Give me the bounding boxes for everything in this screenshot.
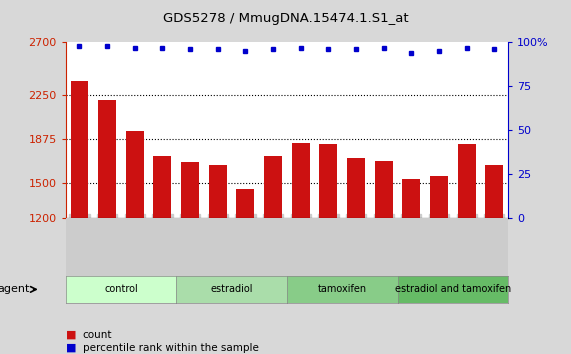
Bar <box>70 81 89 354</box>
Bar <box>458 144 476 354</box>
Bar <box>430 176 448 354</box>
Text: GDS5278 / MmugDNA.15474.1.S1_at: GDS5278 / MmugDNA.15474.1.S1_at <box>163 12 408 25</box>
Text: tamoxifen: tamoxifen <box>317 284 367 295</box>
Bar <box>264 156 282 354</box>
Bar <box>319 143 337 354</box>
Bar <box>236 189 255 354</box>
Bar <box>181 162 199 354</box>
Text: percentile rank within the sample: percentile rank within the sample <box>83 343 259 353</box>
Bar <box>485 165 504 354</box>
Bar <box>154 156 171 354</box>
Text: estradiol and tamoxifen: estradiol and tamoxifen <box>395 284 511 295</box>
Bar <box>375 161 393 354</box>
Bar <box>292 143 309 354</box>
Text: ■: ■ <box>66 330 76 339</box>
Text: estradiol: estradiol <box>210 284 253 295</box>
Bar <box>347 158 365 354</box>
Text: ■: ■ <box>66 343 76 353</box>
Text: agent: agent <box>0 284 30 295</box>
Text: count: count <box>83 330 112 339</box>
Text: control: control <box>104 284 138 295</box>
Bar <box>403 179 420 354</box>
Bar <box>209 165 227 354</box>
Bar <box>126 131 144 354</box>
Bar <box>98 100 116 354</box>
